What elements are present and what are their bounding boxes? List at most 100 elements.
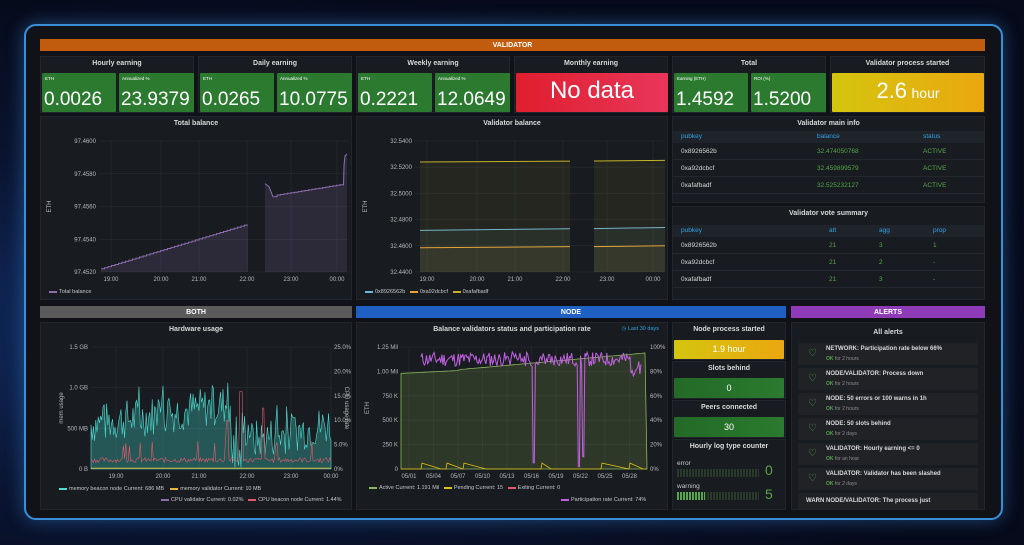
panel-title: Balance validators status and participat… (433, 326, 591, 333)
table-cell: - (933, 259, 936, 266)
legend-item[interactable]: Pending Current: 15 (443, 485, 503, 491)
col-status[interactable]: status (923, 133, 941, 140)
alert-item[interactable]: ♡ NODE: 50 errors or 100 warns in 1h OK fo… (798, 393, 978, 415)
main-info-panel: Validator main info pubkey balance statu… (672, 116, 985, 203)
row-both[interactable]: BOTH (40, 306, 352, 318)
x-tick-label: 22:00 (239, 474, 255, 480)
y-tick-label: 500 MB (67, 426, 88, 432)
alert-state: OK for 2 hours (826, 356, 859, 362)
y2-tick-label: 0% (334, 467, 343, 473)
validator-balance-line (419, 160, 571, 163)
alert-name: NODE/VALIDATOR: Process down (826, 371, 924, 377)
table-row: 0xafafbadf 21 3 - (673, 271, 984, 288)
col-pubkey[interactable]: pubkey (681, 133, 702, 140)
alert-item[interactable]: ♡ NODE: 50 slots behind OK for 2 days (798, 418, 978, 440)
stat-label: Annualized % (438, 76, 466, 81)
row-validator[interactable]: VALIDATOR (40, 39, 985, 51)
y-tick-label: 750 K (382, 394, 398, 400)
legend-item[interactable]: memory validator Current: 10 MB (170, 486, 261, 492)
hardware-legend-row1: memory beacon node Current: 686 MB memor… (59, 486, 261, 492)
x-tick-label: 05/28 (622, 474, 638, 480)
x-tick-label: 20:00 (155, 474, 171, 480)
legend-item[interactable]: memory beacon node Current: 686 MB (59, 486, 164, 492)
error-gauge (677, 469, 759, 477)
pending-series (401, 462, 647, 470)
hourly-ann-stat: Annualized % 23.9379 (119, 73, 194, 112)
row-node[interactable]: NODE (356, 306, 786, 318)
stat-value: 10.0775 (279, 89, 348, 110)
alert-state: OK for an hour (826, 456, 860, 462)
total-balance-area (101, 154, 347, 272)
y-tick-label: 97.4520 (74, 270, 96, 276)
alert-item[interactable]: ♡ NETWORK: Participation rate below 66% OK… (798, 343, 978, 365)
log-value-warning: 5 (765, 486, 773, 502)
main-info-table: pubkey balance status 0x8926562b 32.47405… (673, 131, 984, 203)
legend-total-balance[interactable]: Total balance (49, 289, 91, 295)
legend-item[interactable]: Exiting Current: 0 (507, 485, 560, 491)
legend-item[interactable]: 0x8926562b (365, 289, 405, 295)
col-pubkey[interactable]: pubkey (681, 227, 702, 234)
col-att[interactable]: att (829, 227, 837, 234)
alert-item[interactable]: ♡ NODE/VALIDATOR: Process down OK for 2 ho… (798, 368, 978, 390)
y-tick-label: 32.4400 (390, 270, 412, 276)
row-alerts[interactable]: ALERTS (791, 306, 985, 318)
alert-name: VALIDATOR: Hourly earning <= 0 (826, 446, 920, 452)
col-balance[interactable]: balance (817, 133, 840, 140)
peers-panel: Peers connected 30 (672, 400, 786, 438)
cpu-beacon-series (90, 391, 332, 464)
alert-item[interactable]: WARN NODE/VALIDATOR: The process just (798, 493, 978, 509)
x-tick-label: 05/01 (401, 474, 417, 480)
panel-title: Peers connected (700, 404, 758, 411)
vote-summary-table: pubkey att agg prop 0x8926562b 21 3 1 0xa92d… (673, 225, 984, 299)
time-range-badge[interactable]: ◷ Last 30 days (621, 326, 659, 332)
y2-tick-label: 10.0% (334, 418, 352, 424)
alert-state: OK for 2 days (826, 481, 857, 487)
legend-item[interactable]: 0xa92dcbcf (409, 289, 448, 295)
total-balance-panel: Total balance 97.4600 97.4580 97.4560 97.45… (40, 116, 352, 300)
log-counter-panel: Hourly log type counter error 0 warning … (672, 439, 786, 510)
alert-name: WARN NODE/VALIDATOR: The process just (806, 498, 931, 504)
x-tick-label: 22:00 (239, 277, 255, 283)
x-tick-label: 19:00 (108, 474, 124, 480)
alert-item[interactable]: ♡ VALIDATOR: Hourly earning <= 0 OK for an… (798, 443, 978, 465)
alert-item[interactable]: ♡ VALIDATOR: Validator has been slashed OK… (798, 468, 978, 490)
table-row: 0x8926562b 32.474050768 ACTIVE (673, 143, 984, 160)
total-eth-stat: Earning (ETH) 1.4592 (674, 73, 748, 112)
legend-item[interactable]: Active Current: 1.191 Mil (369, 485, 439, 491)
stat-value: 1.4592 (676, 89, 735, 110)
heart-icon: ♡ (808, 398, 817, 409)
validator-balance-chart: 32.5400 32.5200 32.5000 32.4800 32.4600 32.44… (363, 139, 666, 283)
col-agg[interactable]: agg (879, 227, 890, 234)
panel-title: Validator main info (797, 120, 860, 127)
monthly-earning-panel: Monthly earning No data (514, 56, 668, 113)
daily-ann-stat: Annualized % 10.0775 (277, 73, 352, 112)
log-label-error: error (677, 460, 691, 467)
table-cell: - (933, 276, 936, 283)
table-row: 0x8926562b 21 3 1 (673, 237, 984, 254)
table-cell: 0xafafbadf (681, 276, 712, 283)
table-cell: 32.459899579 (817, 165, 859, 172)
validator-balance-line (419, 228, 571, 231)
validator-balance-area (420, 246, 570, 272)
col-prop[interactable]: prop (933, 227, 947, 234)
daily-earning-panel: Daily earning ETH 0.0265 Annualized % 10.0… (198, 56, 352, 113)
validator-balance-line (593, 159, 666, 162)
alert-name: VALIDATOR: Validator has been slashed (826, 471, 941, 477)
participation-panel: Balance validators status and participat… (356, 322, 668, 510)
panel-title: Hourly log type counter (689, 443, 769, 450)
legend-item[interactable]: CPU beacon node Current: 1.44% (248, 497, 342, 503)
stat-value: No data (549, 77, 635, 104)
slots-behind-panel: Slots behind 0 (672, 361, 786, 399)
x-tick-label: 22:00 (555, 277, 571, 283)
x-tick-label: 00:00 (645, 277, 661, 283)
y-tick-label: 500 K (382, 418, 398, 424)
vote-summary-panel: Validator vote summary pubkey att agg pr… (672, 206, 985, 300)
y2-tick-label: 0% (650, 467, 659, 473)
validator-balance-area (420, 228, 570, 272)
legend-item[interactable]: Participation rate Current: 74% (561, 497, 646, 503)
hardware-usage-chart: 1.5 GB 1.0 GB 500 MB 0 B 19:00 20:00 21:00 22:0… (59, 345, 352, 480)
validator-balance-area (420, 161, 570, 272)
x-tick-label: 05/19 (548, 474, 564, 480)
legend-item[interactable]: CPU validator Current: 0.02% (161, 497, 243, 503)
legend-item[interactable]: 0xafafbadf (452, 289, 488, 295)
